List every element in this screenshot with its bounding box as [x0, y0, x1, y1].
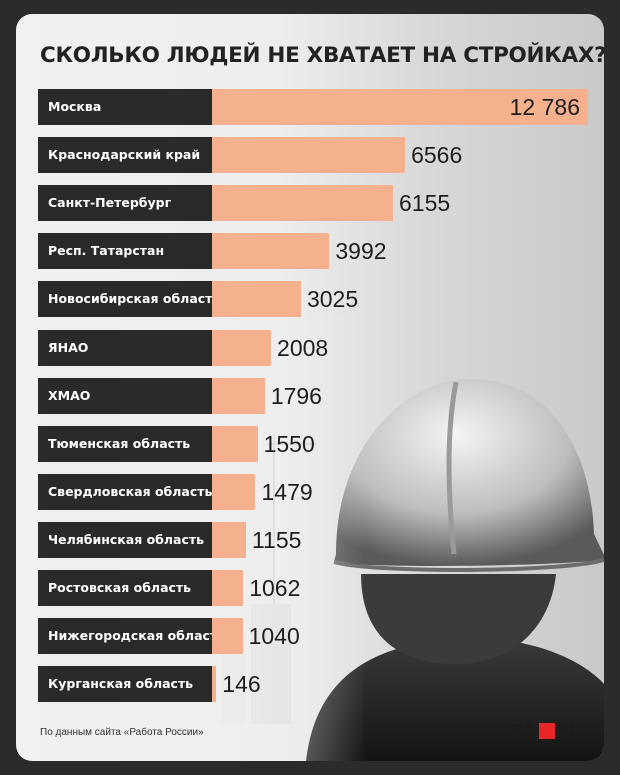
bar-row: Свердловская область 1479	[38, 473, 588, 510]
bar-row: Новосибирская область 3025	[38, 281, 588, 318]
bar-row: Нижегородская область 1040	[38, 618, 588, 655]
bar	[212, 425, 258, 462]
bar	[212, 185, 393, 222]
bar-row: Краснодарский край 6566	[38, 137, 588, 174]
category-label: Респ. Татарстан	[38, 233, 212, 270]
bar	[212, 521, 246, 558]
bar	[212, 666, 217, 703]
bar	[212, 329, 272, 366]
value-label: 2008	[277, 334, 329, 361]
category-label: Нижегородская область	[38, 618, 212, 655]
category-label: ЯНАО	[38, 329, 212, 366]
bar	[212, 137, 406, 174]
category-label: Новосибирская область	[38, 281, 212, 318]
value-label: 1796	[270, 382, 322, 409]
bar	[212, 570, 244, 606]
bar-row: ЯНАО 2008	[38, 329, 588, 366]
value-label: 3992	[335, 238, 387, 265]
e1-logo: E1 RU	[511, 719, 584, 743]
value-label: 3025	[306, 286, 359, 313]
category-label: Санкт-Петербург	[38, 185, 212, 222]
value-label: 12 786	[509, 94, 580, 120]
bar	[212, 281, 301, 318]
category-label: Москва	[38, 89, 212, 125]
chart-title: СКОЛЬКО ЛЮДЕЙ НЕ ХВАТАЕТ НА СТРОЙКАХ?	[40, 43, 604, 68]
value-label: 1155	[251, 526, 302, 553]
value-label: 6566	[411, 142, 463, 169]
bar	[212, 233, 330, 270]
category-label: Тюменская область	[38, 425, 212, 462]
bar	[212, 473, 256, 510]
bar-row: Санкт-Петербург 6155	[38, 185, 588, 222]
bar-row: Москва 12 786	[38, 89, 588, 125]
bar-row: Респ. Татарстан 3992	[38, 233, 588, 270]
logo-text-left: E1	[510, 720, 537, 742]
category-label: ХМАО	[38, 377, 212, 414]
logo-text-right: RU	[556, 720, 584, 742]
category-label: Курганская область	[38, 666, 212, 703]
category-label: Краснодарский край	[38, 137, 212, 174]
bar-row: Курганская область 146	[38, 666, 588, 703]
value-label: 6155	[399, 190, 451, 217]
worker-hardhat-photo	[166, 314, 604, 761]
bar-row: Челябинская область 1155	[38, 521, 588, 558]
value-label: 146	[222, 671, 261, 698]
logo-red-square-icon	[538, 723, 555, 739]
value-label: 1550	[263, 430, 315, 457]
value-label: 1062	[249, 575, 301, 601]
category-label: Челябинская область	[38, 521, 212, 558]
value-label: 1040	[248, 623, 300, 650]
category-label: Ростовская область	[38, 570, 212, 606]
bar-row: Тюменская область 1550	[38, 425, 588, 462]
bar-row: Ростовская область 1062	[38, 570, 588, 606]
category-label: Свердловская область	[38, 473, 212, 510]
bar-row: ХМАО 1796	[38, 377, 588, 414]
value-label: 1479	[261, 478, 313, 505]
bar	[212, 89, 588, 125]
bar	[212, 618, 243, 655]
source-note: По данным сайта «Работа России»	[40, 727, 204, 738]
infographic-card: СКОЛЬКО ЛЮДЕЙ НЕ ХВАТАЕТ НА СТРОЙКАХ? Мо…	[16, 14, 604, 761]
bar	[212, 377, 265, 414]
